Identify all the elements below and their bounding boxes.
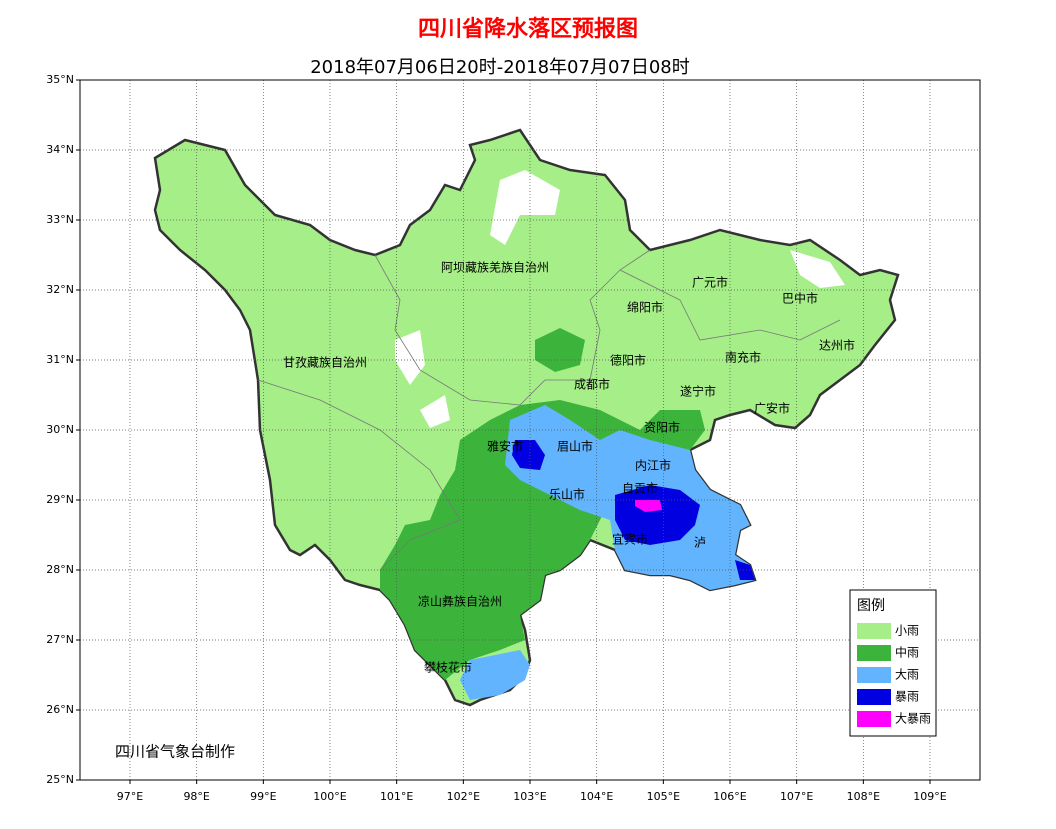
place-labels: 阿坝藏族羌族自治州 甘孜藏族自治州 广元市 绵阳市 巴中市 达州市 南充市 德阳…	[283, 261, 855, 675]
prefecture-boundary	[374, 249, 651, 406]
precipitation-areas	[153, 128, 900, 707]
lon-tick-label: 108°E	[847, 790, 880, 803]
lat-tick-label: 32°N	[46, 283, 74, 296]
lat-tick-label: 28°N	[46, 563, 74, 576]
legend-label: 暴雨	[895, 690, 919, 704]
lat-tick-label: 26°N	[46, 703, 74, 716]
legend-label: 小雨	[895, 624, 919, 638]
legend-swatch	[857, 667, 891, 683]
place-label: 攀枝花市	[424, 660, 472, 675]
lon-tick-label: 101°E	[380, 790, 413, 803]
place-label: 广安市	[754, 401, 790, 416]
lat-tick-label: 33°N	[46, 213, 74, 226]
rainstorm-area	[512, 440, 545, 470]
legend-label: 大雨	[895, 668, 919, 682]
prefecture-boundary	[257, 379, 461, 571]
place-label: 内江市	[635, 458, 671, 473]
lon-tick-label: 106°E	[713, 790, 746, 803]
lat-tick-label: 34°N	[46, 143, 74, 156]
lon-tick-label: 107°E	[780, 790, 813, 803]
lon-tick-label: 109°E	[913, 790, 946, 803]
legend-swatch	[857, 689, 891, 705]
legend-swatch	[857, 711, 891, 727]
no-rain-area	[420, 395, 450, 428]
legend-title: 图例	[857, 598, 885, 614]
lon-tick-label: 104°E	[580, 790, 613, 803]
no-rain-area	[395, 330, 425, 385]
lon-tick-label: 105°E	[647, 790, 680, 803]
place-label: 南充市	[725, 350, 761, 365]
lon-tick-label: 98°E	[183, 790, 209, 803]
place-label: 广元市	[692, 275, 728, 290]
place-label: 德阳市	[610, 353, 646, 368]
map-subtitle: 2018年07月06日20时-2018年07月07日08时	[310, 57, 690, 78]
lat-tick-label: 30°N	[46, 423, 74, 436]
lat-tick-label: 29°N	[46, 493, 74, 506]
lat-tick-label: 31°N	[46, 353, 74, 366]
place-label: 宜宾市	[612, 532, 648, 547]
credit: 四川省气象台制作	[115, 743, 235, 761]
place-label: 凉山彝族自治州	[418, 594, 502, 609]
legend-swatch	[857, 623, 891, 639]
moderate-rain-area	[535, 328, 585, 372]
lat-tick-label: 35°N	[46, 73, 74, 86]
legend-label: 中雨	[895, 645, 919, 660]
place-label: 绵阳市	[627, 300, 663, 315]
lon-tick-label: 103°E	[513, 790, 546, 803]
lon-tick-label: 97°E	[117, 790, 143, 803]
place-label: 阿坝藏族羌族自治州	[441, 261, 549, 275]
heavy-rainstorm-area	[635, 500, 662, 512]
place-label: 遂宁市	[680, 384, 716, 399]
lon-tick-label: 102°E	[447, 790, 480, 803]
place-label: 眉山市	[557, 439, 593, 454]
heavy-rain-area	[460, 650, 530, 700]
place-label: 达州市	[819, 338, 855, 353]
place-label: 巴中市	[782, 291, 818, 306]
legend-label: 大暴雨	[895, 712, 931, 726]
place-label: 乐山市	[549, 487, 585, 502]
lon-tick-label: 100°E	[313, 790, 346, 803]
place-label: 雅安市	[487, 439, 523, 454]
map-title: 四川省降水落区预报图	[418, 17, 638, 42]
lat-tick-label: 25°N	[46, 773, 74, 786]
place-label: 资阳市	[644, 420, 680, 435]
lon-tick-label: 99°E	[250, 790, 276, 803]
no-rain-area	[790, 250, 845, 288]
place-label: 自贡市	[622, 481, 658, 496]
place-label: 成都市	[574, 377, 610, 392]
no-rain-area	[490, 170, 560, 245]
place-label: 泸	[694, 536, 706, 550]
lat-tick-label: 27°N	[46, 633, 74, 646]
legend-swatch	[857, 645, 891, 661]
rainstorm-area	[735, 560, 755, 580]
place-label: 甘孜藏族自治州	[283, 356, 367, 370]
